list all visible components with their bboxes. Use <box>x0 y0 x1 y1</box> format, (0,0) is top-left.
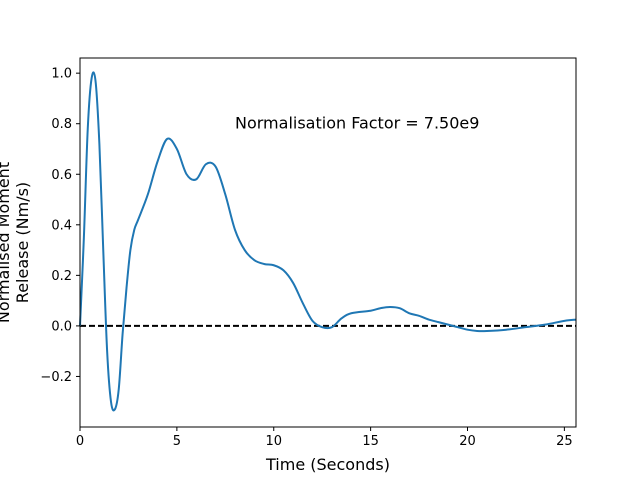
y-tick-label: 0.4 <box>51 218 72 233</box>
y-axis-ticks: −0.2 0.0 0.2 0.4 0.6 0.8 1.0 <box>40 67 80 385</box>
y-tick-label: 0.6 <box>51 168 72 183</box>
y-tick-label: 0.2 <box>51 269 72 284</box>
series-line-1 <box>79 71 577 412</box>
y-tick-label: −0.2 <box>40 370 72 385</box>
x-tick-label: 5 <box>173 434 181 449</box>
x-tick-label: 10 <box>265 434 282 449</box>
y-tick-label: 0.0 <box>51 319 72 334</box>
plot-frame <box>79 57 577 428</box>
normalisation-factor-annotation: Normalisation Factor = 7.50e9 <box>235 114 479 133</box>
x-axis-label: Time (Seconds) <box>265 455 390 474</box>
x-axis-ticks: 0 5 10 15 20 25 <box>76 427 573 449</box>
y-axis-label-line-1: Normalised Moment <box>0 162 13 323</box>
y-tick-label: 0.8 <box>51 117 72 132</box>
y-axis-label-group: Normalised Moment Release (Nm/s) <box>0 162 32 323</box>
x-tick-label: 0 <box>76 434 84 449</box>
y-axis-label-line-2: Release (Nm/s) <box>13 182 32 303</box>
x-tick-label: 20 <box>459 434 476 449</box>
y-tick-label: 1.0 <box>51 67 72 82</box>
chart-marks <box>79 71 577 412</box>
x-tick-label: 25 <box>556 434 573 449</box>
x-tick-label: 15 <box>362 434 379 449</box>
